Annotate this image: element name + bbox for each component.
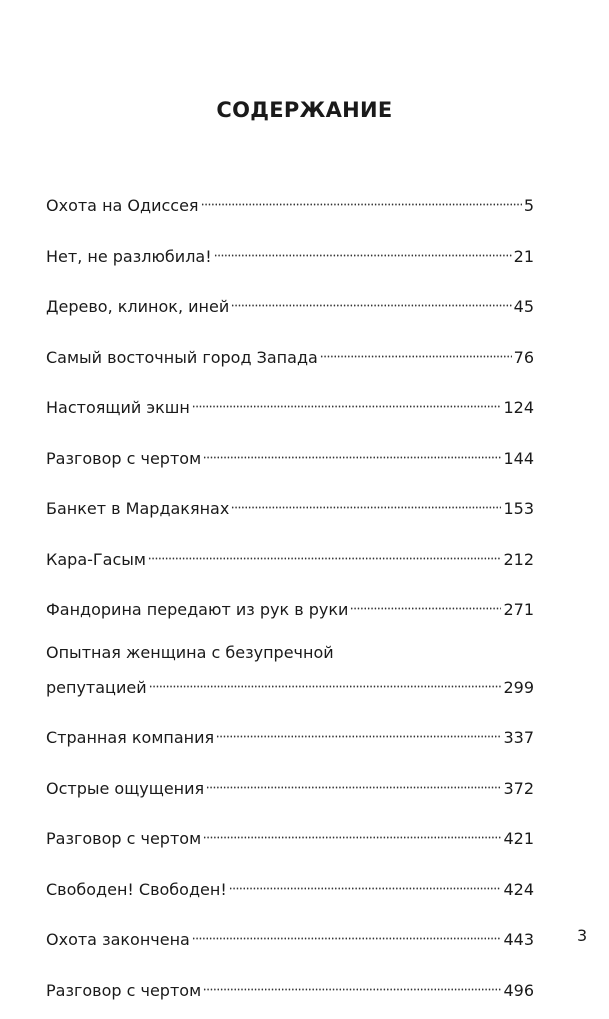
dot-leader <box>231 487 502 514</box>
toc-entry-title: Нет, не разлюбила! <box>46 246 212 266</box>
toc-entry-title: Дерево, клинок, иней <box>46 297 230 316</box>
dot-leader <box>147 537 502 565</box>
toc-entry[interactable]: Странная компания 337 <box>46 716 534 751</box>
toc-entry[interactable]: Самый восточный город Запада 76 <box>46 335 534 371</box>
toc-entry-page: 443 <box>503 930 534 949</box>
toc-entry-title: Настоящий экшн <box>46 398 190 417</box>
toc-entry-page: 153 <box>503 499 534 518</box>
toc-entry-title: Странная компания <box>46 728 215 747</box>
page-title: СОДЕРЖАНИЕ <box>216 98 393 122</box>
dot-leader <box>191 386 502 413</box>
toc-entry[interactable]: Свободен! Свободен! 424 <box>46 867 534 903</box>
toc-entry-title: репутацией <box>46 677 147 697</box>
toc-entry-page: 21 <box>513 246 534 266</box>
dot-leader <box>206 766 502 794</box>
page-number: 3 <box>577 926 588 945</box>
toc-entry-page: 337 <box>503 728 534 747</box>
toc-entry[interactable]: Острые ощущения 372 <box>46 766 534 802</box>
toc-entry[interactable]: Опытная женщина с безупречной репутацией 2… <box>46 639 534 701</box>
toc-entry-title: Охота закончена <box>46 930 190 949</box>
toc-entry[interactable]: Разговор с чертом 421 <box>46 817 534 852</box>
toc-entry-title-line: Опытная женщина с безупречной <box>46 642 334 662</box>
toc-entry-title: Кара-Гасым <box>46 549 146 569</box>
dot-leader <box>319 335 512 363</box>
toc-entry[interactable]: Охота на Одиссея 5 <box>46 184 534 219</box>
toc-entry-title: Разговор с чертом <box>46 448 202 468</box>
toc-entry-title: Разговор с чертом <box>46 829 202 848</box>
toc-entry-page: 76 <box>513 347 534 367</box>
dot-leader <box>203 436 502 464</box>
toc-entry-page: 124 <box>503 398 534 417</box>
toc-entry-title: Свободен! Свободен! <box>46 879 227 899</box>
toc-entry-page: 372 <box>503 778 534 798</box>
toc-entry[interactable]: Разговор с чертом 496 <box>46 968 534 1004</box>
toc-entry[interactable]: Настоящий экшн 124 <box>46 386 534 421</box>
dot-leader <box>213 234 512 262</box>
toc-entry-title: Самый восточный город Запада <box>46 347 318 367</box>
toc-entry-title: Острые ощущения <box>46 778 205 798</box>
toc-entry-page: 144 <box>503 448 534 468</box>
dot-leader <box>350 588 502 615</box>
toc-entry[interactable]: Охота закончена 443 <box>46 918 534 953</box>
toc-entry[interactable]: Нет, не разлюбила! 21 <box>46 234 534 270</box>
dot-leader <box>231 285 512 312</box>
toc-entry-page: 271 <box>503 600 534 619</box>
toc-entry-page: 299 <box>503 677 534 697</box>
toc-entry-title: Охота на Одиссея <box>46 196 199 215</box>
toc-entry-title: Банкет в Мардакянах <box>46 499 230 518</box>
dot-leader <box>228 867 502 895</box>
dot-leader <box>203 817 502 844</box>
toc-entry[interactable]: Банкет в Мардакянах 153 <box>46 487 534 522</box>
dot-leader <box>216 716 502 743</box>
dot-leader <box>191 918 502 945</box>
toc-entry[interactable]: Фандорина передают из рук в руки 271 <box>46 588 534 623</box>
toc-entry-page: 45 <box>513 297 534 316</box>
dot-leader <box>148 665 502 693</box>
dot-leader <box>200 184 522 211</box>
table-of-contents: Охота на Одиссея 5 Нет, не разлюбила! 21 Дер… <box>46 184 534 1019</box>
toc-entry-page: 496 <box>503 980 534 1000</box>
toc-entry[interactable]: Дерево, клинок, иней 45 <box>46 285 534 320</box>
toc-entry-page: 424 <box>503 879 534 899</box>
toc-entry-title: Разговор с чертом <box>46 980 202 1000</box>
toc-entry[interactable]: Разговор с чертом 144 <box>46 436 534 472</box>
toc-entry-title: Фандорина передают из рук в руки <box>46 600 349 619</box>
toc-entry-page: 421 <box>503 829 534 848</box>
dot-leader <box>203 968 502 996</box>
toc-entry-page: 212 <box>503 549 534 569</box>
toc-entry-page: 5 <box>523 196 534 215</box>
toc-entry[interactable]: Кара-Гасым 212 <box>46 537 534 573</box>
